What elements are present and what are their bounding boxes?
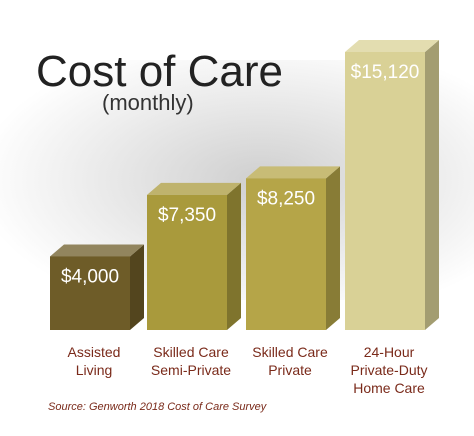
bar-top bbox=[147, 182, 241, 195]
value-label: $8,250 bbox=[257, 188, 315, 209]
x-tick-label: Assisted bbox=[68, 344, 121, 360]
x-tick-label: 24-Hour bbox=[364, 344, 415, 360]
bar-top bbox=[246, 166, 340, 179]
bar-side bbox=[227, 182, 241, 330]
value-label: $4,000 bbox=[61, 266, 119, 287]
bar bbox=[147, 194, 227, 330]
bar-top bbox=[50, 244, 144, 257]
x-tick-label: Private-Duty bbox=[350, 362, 427, 378]
bar bbox=[246, 178, 326, 330]
x-tick-label: Skilled Care bbox=[153, 344, 229, 360]
bar bbox=[345, 52, 425, 330]
chart-subtitle: (monthly) bbox=[102, 90, 194, 115]
x-tick-label: Semi-Private bbox=[151, 362, 231, 378]
x-tick-label: Home Care bbox=[353, 380, 425, 396]
value-label: $15,120 bbox=[351, 62, 420, 83]
bar bbox=[50, 256, 130, 330]
bar-side bbox=[425, 40, 439, 330]
bar-side bbox=[326, 166, 340, 330]
x-tick-label: Skilled Care bbox=[252, 344, 328, 360]
chart-title: Cost of Care bbox=[36, 47, 283, 96]
bar-side bbox=[130, 244, 144, 330]
source-note: Source: Genworth 2018 Cost of Care Surve… bbox=[48, 401, 268, 413]
x-tick-label: Private bbox=[268, 362, 312, 378]
value-label: $7,350 bbox=[158, 205, 216, 226]
bar-top bbox=[345, 40, 439, 52]
x-tick-label: Living bbox=[76, 362, 113, 378]
